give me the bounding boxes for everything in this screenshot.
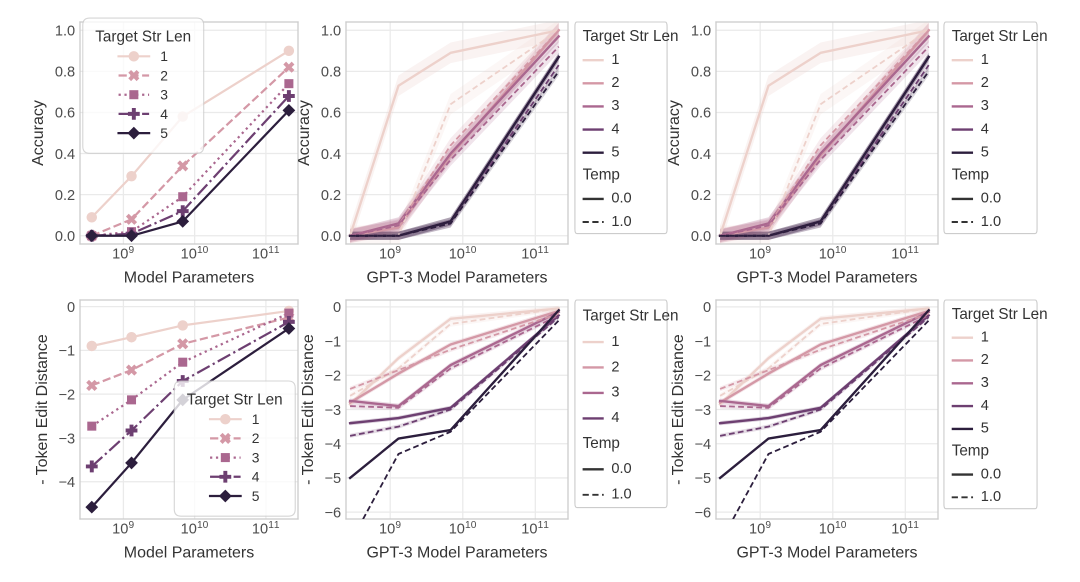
svg-text:Target Str Len: Target Str Len <box>952 306 1048 323</box>
svg-text:0.0: 0.0 <box>981 191 1001 207</box>
svg-text:−4: −4 <box>325 437 342 453</box>
svg-text:1: 1 <box>981 329 989 345</box>
svg-text:3: 3 <box>252 449 260 465</box>
svg-text:−4: −4 <box>695 437 712 453</box>
svg-text:0.0: 0.0 <box>691 229 711 245</box>
svg-text:0.6: 0.6 <box>55 106 75 122</box>
svg-text:GPT-3 Model Parameters: GPT-3 Model Parameters <box>736 269 917 286</box>
svg-text:0.4: 0.4 <box>55 147 75 163</box>
svg-text:2: 2 <box>981 352 989 368</box>
svg-text:- Token Edit Distance: - Token Edit Distance <box>670 334 687 485</box>
svg-text:1: 1 <box>252 411 260 427</box>
svg-text:GPT-3 Model Parameters: GPT-3 Model Parameters <box>736 544 917 561</box>
svg-text:0.6: 0.6 <box>321 106 341 122</box>
svg-text:Accuracy: Accuracy <box>30 100 47 166</box>
svg-text:Temp: Temp <box>583 167 620 184</box>
svg-text:−1: −1 <box>325 334 342 350</box>
svg-text:0.6: 0.6 <box>691 106 711 122</box>
svg-text:1.0: 1.0 <box>981 489 1001 505</box>
svg-text:GPT-3 Model Parameters: GPT-3 Model Parameters <box>366 269 547 286</box>
svg-text:3: 3 <box>160 87 168 103</box>
svg-text:0.0: 0.0 <box>55 229 75 245</box>
svg-text:Target Str Len: Target Str Len <box>95 29 191 46</box>
svg-text:GPT-3 Model Parameters: GPT-3 Model Parameters <box>366 544 547 561</box>
svg-text:5: 5 <box>252 488 260 504</box>
svg-text:4: 4 <box>252 469 260 485</box>
svg-text:3: 3 <box>611 98 619 114</box>
svg-text:3: 3 <box>981 98 989 114</box>
svg-text:−3: −3 <box>59 431 76 447</box>
svg-text:1: 1 <box>611 52 619 68</box>
svg-text:0.2: 0.2 <box>321 188 341 204</box>
svg-text:5: 5 <box>981 144 989 160</box>
svg-text:3: 3 <box>611 385 619 401</box>
svg-text:0.4: 0.4 <box>691 147 711 163</box>
svg-text:0.8: 0.8 <box>55 65 75 81</box>
svg-text:5: 5 <box>160 125 168 141</box>
svg-text:- Token Edit Distance: - Token Edit Distance <box>34 334 51 485</box>
svg-text:1: 1 <box>611 334 619 350</box>
svg-text:0.0: 0.0 <box>611 461 631 477</box>
svg-text:0: 0 <box>703 300 711 316</box>
svg-text:0.2: 0.2 <box>55 188 75 204</box>
svg-text:−5: −5 <box>325 471 342 487</box>
svg-text:Model Parameters: Model Parameters <box>124 269 254 286</box>
svg-text:Target Str Len: Target Str Len <box>187 392 283 409</box>
svg-text:−3: −3 <box>325 403 342 419</box>
svg-text:−5: −5 <box>695 471 712 487</box>
svg-text:Target Str Len: Target Str Len <box>952 28 1048 45</box>
svg-text:−2: −2 <box>695 369 712 385</box>
svg-text:−1: −1 <box>59 344 76 360</box>
svg-text:1.0: 1.0 <box>55 24 75 40</box>
svg-text:−2: −2 <box>59 387 76 403</box>
svg-text:1: 1 <box>981 52 989 68</box>
svg-text:5: 5 <box>981 421 989 437</box>
svg-text:Target Str Len: Target Str Len <box>583 308 679 325</box>
svg-text:0.0: 0.0 <box>611 191 631 207</box>
svg-text:−3: −3 <box>695 403 712 419</box>
svg-text:0.0: 0.0 <box>981 466 1001 482</box>
svg-text:0: 0 <box>333 300 341 316</box>
svg-text:Temp: Temp <box>583 435 620 452</box>
svg-text:2: 2 <box>611 75 619 91</box>
svg-text:−4: −4 <box>59 475 76 491</box>
svg-text:1: 1 <box>160 48 168 64</box>
svg-text:4: 4 <box>611 121 619 137</box>
svg-text:1.0: 1.0 <box>321 24 341 40</box>
svg-text:4: 4 <box>160 106 168 122</box>
svg-text:0.2: 0.2 <box>691 188 711 204</box>
svg-text:2: 2 <box>981 75 989 91</box>
svg-text:0.0: 0.0 <box>321 229 341 245</box>
svg-text:0.4: 0.4 <box>321 147 341 163</box>
svg-text:1.0: 1.0 <box>611 487 631 503</box>
svg-text:−2: −2 <box>325 369 342 385</box>
svg-text:1.0: 1.0 <box>691 24 711 40</box>
svg-text:−1: −1 <box>695 334 712 350</box>
svg-text:0.8: 0.8 <box>321 65 341 81</box>
svg-text:2: 2 <box>160 67 168 83</box>
svg-text:−6: −6 <box>695 505 712 521</box>
svg-text:Target Str Len: Target Str Len <box>583 28 679 45</box>
svg-text:4: 4 <box>611 410 619 426</box>
svg-text:Accuracy: Accuracy <box>296 100 313 166</box>
svg-text:4: 4 <box>981 121 989 137</box>
svg-text:Accuracy: Accuracy <box>666 100 683 166</box>
svg-text:1.0: 1.0 <box>611 214 631 230</box>
svg-text:−6: −6 <box>325 505 342 521</box>
svg-text:0.8: 0.8 <box>691 65 711 81</box>
svg-text:2: 2 <box>252 430 260 446</box>
svg-text:Model Parameters: Model Parameters <box>124 544 254 561</box>
svg-text:0: 0 <box>67 300 75 316</box>
svg-text:Temp: Temp <box>952 167 989 184</box>
svg-text:1.0: 1.0 <box>981 214 1001 230</box>
svg-text:5: 5 <box>611 144 619 160</box>
svg-text:2: 2 <box>611 359 619 375</box>
svg-text:4: 4 <box>981 398 989 414</box>
svg-text:Temp: Temp <box>952 443 989 460</box>
svg-text:- Token Edit Distance: - Token Edit Distance <box>300 334 317 485</box>
svg-text:3: 3 <box>981 375 989 391</box>
